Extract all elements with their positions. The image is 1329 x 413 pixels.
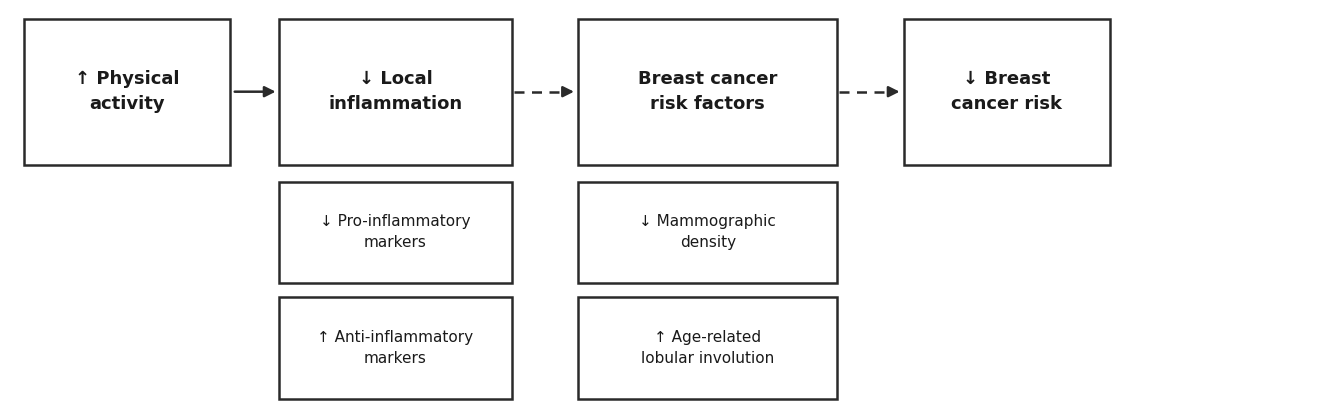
- FancyBboxPatch shape: [279, 297, 512, 399]
- FancyBboxPatch shape: [279, 19, 512, 165]
- FancyBboxPatch shape: [904, 19, 1110, 165]
- Text: ↑ Age-related
lobular involution: ↑ Age-related lobular involution: [641, 330, 775, 366]
- FancyBboxPatch shape: [24, 19, 230, 165]
- Text: ↓ Breast
cancer risk: ↓ Breast cancer risk: [952, 70, 1062, 114]
- Text: ↓ Mammographic
density: ↓ Mammographic density: [639, 214, 776, 250]
- Text: ↑ Physical
activity: ↑ Physical activity: [74, 70, 179, 114]
- Text: ↓ Local
inflammation: ↓ Local inflammation: [328, 70, 462, 114]
- Text: ↑ Anti-inflammatory
markers: ↑ Anti-inflammatory markers: [318, 330, 473, 366]
- FancyBboxPatch shape: [578, 297, 837, 399]
- FancyBboxPatch shape: [578, 182, 837, 283]
- Text: Breast cancer
risk factors: Breast cancer risk factors: [638, 70, 777, 114]
- FancyBboxPatch shape: [279, 182, 512, 283]
- Text: ↓ Pro-inflammatory
markers: ↓ Pro-inflammatory markers: [320, 214, 470, 250]
- FancyBboxPatch shape: [578, 19, 837, 165]
